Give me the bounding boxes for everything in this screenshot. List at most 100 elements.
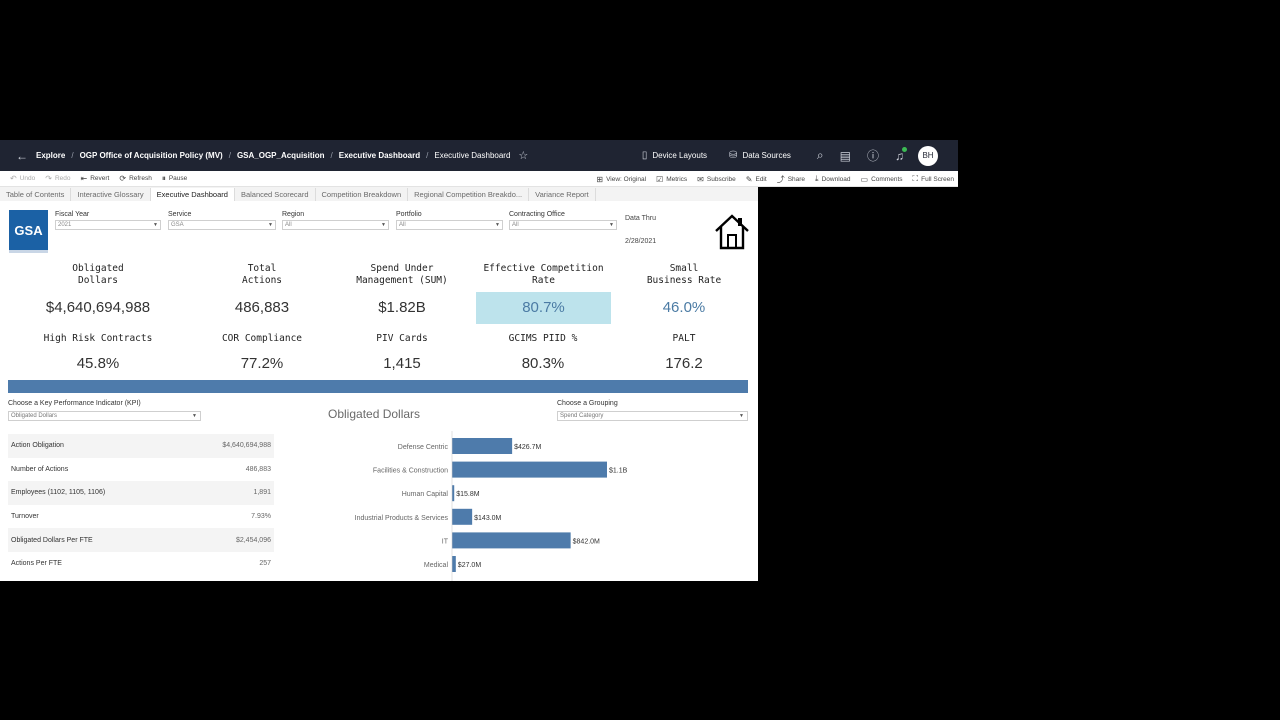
chevron-down-icon: ▼ xyxy=(153,222,158,228)
kpi-high-risk-label: High Risk Contracts xyxy=(43,333,153,344)
metrics-button[interactable]: ☑ Metrics xyxy=(656,175,687,184)
full-screen-label: Full Screen xyxy=(921,175,954,183)
notifications-bell-icon[interactable]: ♫ xyxy=(895,146,907,163)
row-value: $2,454,096 xyxy=(235,536,271,544)
data-thru-date: 2/28/2021 xyxy=(625,238,657,245)
share-label: Share xyxy=(787,175,806,183)
breadcrumb-current: Executive Dashboard xyxy=(434,151,511,160)
row-value: 486,883 xyxy=(245,465,271,473)
edit-label: Edit xyxy=(755,175,767,183)
tab-interactive-glossary[interactable]: Interactive Glossary xyxy=(71,188,151,201)
download-label: Download xyxy=(821,175,851,183)
bar[interactable] xyxy=(452,461,607,478)
help-icon[interactable]: ⓘ xyxy=(866,149,879,163)
kpi-high-risk-value: 45.8% xyxy=(76,355,120,372)
tab-competition-breakdown[interactable]: Competition Breakdown xyxy=(316,188,409,201)
undo-icon: ↶ xyxy=(10,174,17,183)
region-select[interactable]: All ▼ xyxy=(282,220,389,230)
kpi-cor-compliance-value: 77.2% xyxy=(240,355,284,372)
data-label: $426.7M xyxy=(514,444,541,451)
top-nav-actions: ▯ Device Layouts ⛁ Data Sources ⌕ ▤ ⓘ ♫ BH xyxy=(620,140,938,171)
pause-button[interactable]: ⏸ Pause xyxy=(162,174,187,184)
kpi-gcims-label: GCIMS PIID % xyxy=(508,333,578,344)
kpi-selector[interactable]: Obligated Dollars ▼ xyxy=(8,411,201,421)
favorite-star-icon[interactable]: ☆ xyxy=(518,150,529,162)
row-value: 7.93% xyxy=(251,513,271,521)
edit-button[interactable]: ✎ Edit xyxy=(746,175,767,184)
filter-value: All xyxy=(285,222,292,228)
search-icon[interactable]: ⌕ xyxy=(816,148,824,162)
view-original-button[interactable]: ⊞ View: Original xyxy=(596,175,646,184)
bar[interactable] xyxy=(452,485,455,502)
table-row: Action Obligation $4,640,694,988 xyxy=(8,434,274,458)
revert-button[interactable]: ⇤ Revert xyxy=(81,174,110,183)
undo-button[interactable]: ↶ Undo xyxy=(10,174,35,183)
content-icon[interactable]: ▤ xyxy=(839,148,851,163)
chevron-down-icon: ▼ xyxy=(495,222,500,228)
kpi-obligated-dollars-label: Obligated Dollars xyxy=(72,263,124,286)
chevron-down-icon: ▼ xyxy=(381,222,386,228)
section-divider-bar xyxy=(8,380,748,393)
view-toolbar: ↶ Undo ↷ Redo ⇤ Revert ⟳ Refresh ⏸ Pause ⊞ Vie… xyxy=(0,171,958,187)
filter-value: All xyxy=(512,222,519,228)
bar[interactable] xyxy=(452,556,456,572)
full-screen-button[interactable]: ⛶ Full Screen xyxy=(913,174,954,184)
kpi-small-business-label: Small Business Rate xyxy=(646,263,722,286)
kpi-sum-value: $1.82B xyxy=(378,299,426,316)
user-avatar[interactable]: BH xyxy=(918,145,938,166)
breadcrumb-dashboard[interactable]: Executive Dashboard xyxy=(338,151,421,160)
kpi-selector-label: Choose a Key Performance Indicator (KPI) xyxy=(8,400,141,407)
category-label: Industrial Products & Services xyxy=(355,515,449,522)
top-nav-bar: ← Explore / OGP Office of Acquisition Po… xyxy=(0,140,958,171)
redo-icon: ↷ xyxy=(45,174,52,183)
row-label: Employees (1102, 1105, 1106) xyxy=(11,489,106,497)
filter-value: 2021 xyxy=(58,222,72,228)
breadcrumb-project[interactable]: OGP Office of Acquisition Policy (MV) xyxy=(79,151,223,160)
service-select[interactable]: GSA ▼ xyxy=(168,220,276,230)
subscribe-button[interactable]: ✉ Subscribe xyxy=(697,175,736,184)
tab-regional-competition-breakdown[interactable]: Regional Competition Breakdo... xyxy=(408,188,530,201)
portfolio-select[interactable]: All ▼ xyxy=(396,220,503,230)
device-layouts-button[interactable]: ▯ Device Layouts xyxy=(642,150,707,161)
kpi-effective-competition-label: Effective Competition Rate xyxy=(483,263,604,286)
breadcrumb-explore[interactable]: Explore xyxy=(36,151,66,160)
tab-table-of-contents[interactable]: Table of Contents xyxy=(0,188,72,201)
comments-button[interactable]: ▭ Comments xyxy=(861,175,903,184)
filter-service: Service GSA ▼ xyxy=(168,211,276,230)
data-sources-button[interactable]: ⛁ Data Sources xyxy=(729,150,791,161)
tab-executive-dashboard[interactable]: Executive Dashboard xyxy=(150,188,235,201)
breadcrumb-workbook[interactable]: GSA_OGP_Acquisition xyxy=(236,151,325,160)
comments-label: Comments xyxy=(871,175,903,183)
download-icon: ⤓ xyxy=(815,174,819,183)
tab-variance-report[interactable]: Variance Report xyxy=(529,188,596,201)
share-button[interactable]: ⤴ Share xyxy=(777,174,805,185)
home-icon[interactable] xyxy=(714,213,750,251)
metrics-label: Metrics xyxy=(666,175,688,183)
fiscal-year-select[interactable]: 2021 ▼ xyxy=(55,220,161,230)
bar[interactable] xyxy=(452,508,473,525)
back-arrow-icon[interactable]: ← xyxy=(16,148,28,163)
filter-value: GSA xyxy=(171,222,184,228)
grouping-selector[interactable]: Spend Category ▼ xyxy=(557,411,748,421)
full-screen-icon: ⛶ xyxy=(912,174,919,183)
refresh-button[interactable]: ⟳ Refresh xyxy=(119,174,151,183)
bar[interactable] xyxy=(452,438,513,454)
gsa-logo-caption xyxy=(9,250,48,253)
table-row: Actions Per FTE 257 xyxy=(8,552,274,576)
metrics-icon: ☑ xyxy=(656,174,664,184)
row-label: Actions Per FTE xyxy=(11,560,62,568)
category-label: Human Capital xyxy=(402,491,449,498)
undo-label: Undo xyxy=(19,175,36,182)
gsa-logo: GSA xyxy=(9,210,48,250)
contracting-office-select[interactable]: All ▼ xyxy=(509,220,617,230)
bar[interactable] xyxy=(452,532,571,549)
kpi-obligated-dollars-value: $4,640,694,988 xyxy=(45,299,151,316)
kpi-effective-competition-value[interactable]: 80.7% xyxy=(522,299,565,316)
table-row: Turnover 7.93% xyxy=(8,505,274,529)
chart-title: Obligated Dollars xyxy=(328,407,421,421)
download-button[interactable]: ⤓ Download xyxy=(815,174,850,184)
tab-balanced-scorecard[interactable]: Balanced Scorecard xyxy=(235,188,316,201)
redo-button[interactable]: ↷ Redo xyxy=(45,174,70,183)
data-sources-label: Data Sources xyxy=(742,151,791,160)
data-thru-label: Data Thru xyxy=(625,215,656,222)
